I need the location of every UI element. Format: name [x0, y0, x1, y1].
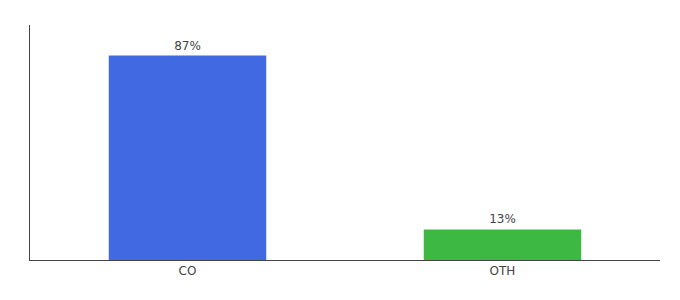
- svg-text:13%: 13%: [489, 212, 516, 226]
- svg-text:87%: 87%: [174, 39, 201, 53]
- svg-text:CO: CO: [179, 264, 197, 278]
- svg-text:OTH: OTH: [490, 264, 516, 278]
